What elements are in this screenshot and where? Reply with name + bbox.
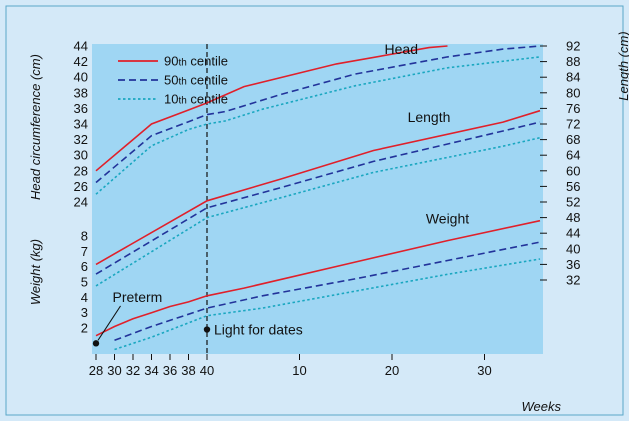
x-tick-6: 40: [200, 363, 214, 378]
x-tick-7: 10: [292, 363, 306, 378]
centile-curves: Head Length Weight: [95, 41, 541, 351]
y-tick-head-30: 30: [74, 148, 88, 163]
y-axis-label-length: Length (cm): [616, 31, 629, 100]
head-c90-line: [95, 45, 448, 172]
x-axis-label: Weeks: [522, 399, 562, 414]
legend: 90th centile 50th centile 10th centile: [118, 54, 228, 107]
y-tick-length-44: 44: [566, 226, 580, 241]
annotations: Preterm Light for dates: [92, 289, 303, 347]
y-tick-length-68: 68: [566, 132, 580, 147]
y-tick-weight-5: 5: [81, 275, 88, 290]
y-tick-length-64: 64: [566, 148, 580, 163]
y-tick-head-34: 34: [74, 117, 88, 132]
legend-label-10: 10th centile: [164, 92, 228, 107]
y-tick-length-76: 76: [566, 101, 580, 116]
x-tick-9: 30: [477, 363, 491, 378]
y-tick-weight-6: 6: [81, 259, 88, 274]
y-tick-head-36: 36: [74, 101, 88, 116]
legend-label-90: 90th centile: [164, 54, 228, 69]
y-tick-length-52: 52: [566, 195, 580, 210]
weight-curve-label: Weight: [426, 211, 469, 227]
y-tick-head-38: 38: [74, 85, 88, 100]
x-tick-3: 34: [144, 363, 158, 378]
x-tick-8: 20: [385, 363, 399, 378]
x-tick-5: 38: [181, 363, 195, 378]
y-tick-length-72: 72: [566, 117, 580, 132]
y-tick-weight-2: 2: [81, 321, 88, 336]
plot-area: [92, 44, 543, 354]
preterm-label: Preterm: [113, 289, 163, 305]
head-curve-label: Head: [385, 41, 418, 57]
y-tick-head-44: 44: [74, 39, 88, 54]
y-tick-length-84: 84: [566, 70, 580, 85]
y-axis-label-head: Head circumference (cm): [28, 54, 43, 200]
head-c10-line: [95, 56, 541, 195]
length-c10-line: [95, 136, 541, 287]
y-tick-head-28: 28: [74, 163, 88, 178]
y-tick-weight-7: 7: [81, 244, 88, 259]
figure-frame: [5, 5, 624, 416]
y-tick-length-60: 60: [566, 163, 580, 178]
y-tick-head-26: 26: [74, 179, 88, 194]
y-tick-length-32: 32: [566, 273, 580, 288]
y-tick-weight-3: 3: [81, 305, 88, 320]
length-c50-line: [95, 121, 541, 275]
y-tick-length-36: 36: [566, 257, 580, 272]
x-tick-1: 30: [107, 363, 121, 378]
axes: 2426283032343638404244234567832364044485…: [5, 5, 629, 416]
weight-c50-line: [114, 241, 541, 342]
y-tick-head-40: 40: [74, 70, 88, 85]
y-tick-length-80: 80: [566, 85, 580, 100]
length-c90-line: [95, 109, 541, 266]
y-tick-length-40: 40: [566, 241, 580, 256]
preterm-marker: [92, 340, 100, 347]
head-c50-line: [95, 45, 541, 184]
y-axis-label-weight: Weight (kg): [28, 239, 43, 305]
y-tick-head-24: 24: [74, 195, 88, 210]
x-tick-0: 28: [89, 363, 103, 378]
y-tick-length-48: 48: [566, 210, 580, 225]
weight-c90-line: [95, 219, 541, 337]
y-tick-weight-4: 4: [81, 290, 88, 305]
light-for-dates-marker: [203, 326, 211, 333]
y-tick-weight-8: 8: [81, 229, 88, 244]
y-tick-length-56: 56: [566, 179, 580, 194]
preterm-pointer: [97, 305, 121, 341]
y-tick-length-88: 88: [566, 54, 580, 69]
length-curve-label: Length: [408, 109, 451, 125]
legend-label-50: 50th centile: [164, 73, 228, 88]
y-tick-length-92: 92: [566, 39, 580, 54]
x-tick-4: 36: [163, 363, 177, 378]
light-for-dates-label: Light for dates: [214, 322, 303, 338]
y-tick-head-42: 42: [74, 54, 88, 69]
y-tick-head-32: 32: [74, 132, 88, 147]
x-tick-2: 32: [126, 363, 140, 378]
